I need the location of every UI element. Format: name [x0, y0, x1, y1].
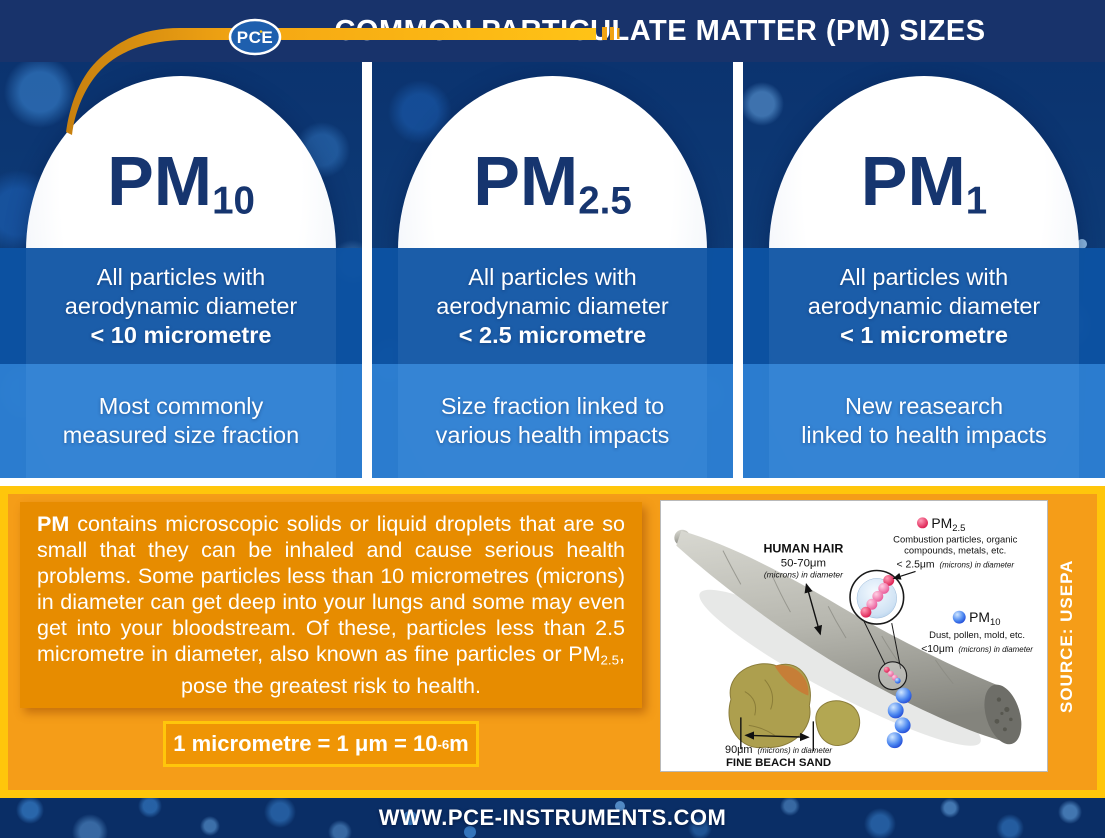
sand-grains-illustration	[728, 663, 861, 749]
pm25-definition-line2: aerodynamic diameter	[436, 292, 669, 319]
pm25-definition-size: < 2.5 micrometre	[458, 321, 647, 348]
svg-text:90μm (microns) in: 90μm (microns) in diameter	[725, 744, 832, 756]
svg-text:Combustion particles, organic: Combustion particles, organic	[893, 534, 1017, 545]
micrometre-formula: 1 micrometre = 1 μm = 10 -6 m	[163, 721, 479, 767]
pm10-note-line2: measured size fraction	[62, 422, 300, 448]
pce-logo-text: PCE	[237, 28, 273, 47]
pm1-title: PM1	[743, 146, 1105, 221]
svg-text:HUMAN HAIR: HUMAN HAIR	[763, 542, 843, 556]
pm-description-tail: , pose the greatest risk to health.	[181, 642, 625, 699]
pm-description-body: contains microscopic solids or liquid dr…	[37, 512, 625, 666]
svg-text:50-70μm: 50-70μm	[781, 558, 826, 570]
svg-text:PM: PM	[931, 515, 952, 531]
svg-text:<10μm (microns) in: <10μm (microns) in diameter	[921, 644, 1033, 655]
pm1-note-line2: linked to health impacts	[801, 422, 1047, 448]
pm25-note-line1: Size fraction linked to	[440, 393, 665, 419]
pm10-legend: PM 10 Dust, pollen, mold, etc. <10μm (mi…	[921, 609, 1033, 655]
pm-description: PM contains microscopic solids or liquid…	[20, 502, 642, 709]
pm10-particles	[878, 661, 912, 749]
pm10-title: PM10	[0, 146, 362, 221]
pm25-inline-sub: 2.5	[600, 652, 620, 668]
svg-text:compounds, metals, etc.: compounds, metals, etc.	[904, 545, 1006, 556]
footer-bar: WWW.PCE-INSTRUMENTS.COM	[0, 798, 1105, 838]
svg-text:(microns) in diameter: (microns) in diameter	[764, 569, 844, 579]
pm10-column: PM10 All particles with aerodynamic diam…	[0, 62, 362, 478]
human-hair-illustration	[674, 529, 1022, 745]
pm10-note-band: Most commonly measured size fraction	[0, 364, 362, 478]
pm25-definition-line1: All particles with	[468, 263, 637, 290]
pm1-column: PM1 All particles with aerodynamic diame…	[743, 62, 1105, 478]
human-hair-label: HUMAN HAIR 50-70μm (microns) in diameter	[763, 542, 844, 636]
footer-bubble-background	[0, 798, 1105, 838]
pm1-note-line1: New reasearch	[844, 393, 1004, 419]
pce-logo: PCE	[228, 18, 282, 56]
svg-text:Dust, pollen, mold, etc.: Dust, pollen, mold, etc.	[929, 629, 1025, 640]
pm1-definition-line1: All particles with	[839, 263, 1009, 290]
pm1-title-sub: 1	[965, 179, 988, 223]
pm1-definition-size: < 1 micrometre	[840, 321, 1008, 348]
pm25-legend: PM 2.5 Combustion particles, organic com…	[892, 515, 1018, 580]
pm25-note-band: Size fraction linked to various health i…	[372, 364, 733, 478]
pm10-definition-line1: All particles with	[96, 263, 266, 290]
column-divider	[733, 62, 743, 478]
column-divider	[362, 62, 372, 478]
formula-prefix: 1 micrometre = 1 μm = 10	[173, 731, 438, 756]
pm1-title-main: PM	[860, 142, 966, 220]
source-credit: SOURCE: USEPA	[1057, 559, 1076, 713]
pm10-definition-line2: aerodynamic diameter	[64, 292, 298, 319]
pm10-definition-band: All particles with aerodynamic diameter …	[0, 248, 362, 364]
formula-exponent: -6	[437, 736, 450, 752]
pm25-title-sub: 2.5	[578, 179, 632, 223]
pm25-inline-label: PM	[568, 642, 601, 666]
svg-text:FINE BEACH SAND: FINE BEACH SAND	[726, 757, 831, 769]
pm25-title-main: PM	[473, 142, 579, 220]
pm25-magnifier	[849, 569, 905, 669]
pm1-note-band: New reasearch linked to health impacts	[743, 364, 1105, 478]
section-separator	[0, 478, 1105, 486]
svg-text:10: 10	[990, 616, 1000, 627]
svg-text:PM: PM	[969, 609, 990, 625]
info-panel: PM contains microscopic solids or liquid…	[0, 486, 1105, 798]
pm10-title-sub: 10	[212, 179, 255, 223]
hair-shadow	[699, 589, 981, 746]
pm10-note-line1: Most commonly	[98, 393, 264, 419]
pm25-definition-band: All particles with aerodynamic diameter …	[372, 248, 733, 364]
pm10-title-main: PM	[107, 142, 213, 220]
website-url: WWW.PCE-INSTRUMENTS.COM	[378, 805, 727, 830]
pm25-column: PM2.5 All particles with aerodynamic dia…	[372, 62, 733, 478]
formula-suffix: m	[449, 731, 469, 756]
svg-text:< 2.5μm (microns): < 2.5μm (microns) in diameter	[896, 560, 1014, 571]
pm25-note-line2: various health impacts	[435, 422, 670, 448]
pm1-definition-line2: aerodynamic diameter	[807, 292, 1041, 319]
sand-label: 90μm (microns) in diameter FINE BEACH SA…	[725, 717, 832, 769]
pm1-definition-band: All particles with aerodynamic diameter …	[743, 248, 1105, 364]
pm-description-lead: PM	[37, 512, 70, 536]
pm25-title: PM2.5	[372, 146, 733, 221]
svg-text:2.5: 2.5	[952, 522, 965, 533]
pm10-definition-size: < 10 micrometre	[90, 321, 272, 348]
header-bar: COMMON PARTICULATE MATTER (PM) SIZES	[0, 0, 1105, 62]
page-title: COMMON PARTICULATE MATTER (PM) SIZES	[334, 14, 986, 47]
scale-comparison-figure: HUMAN HAIR 50-70μm (microns) in diameter…	[660, 500, 1048, 772]
